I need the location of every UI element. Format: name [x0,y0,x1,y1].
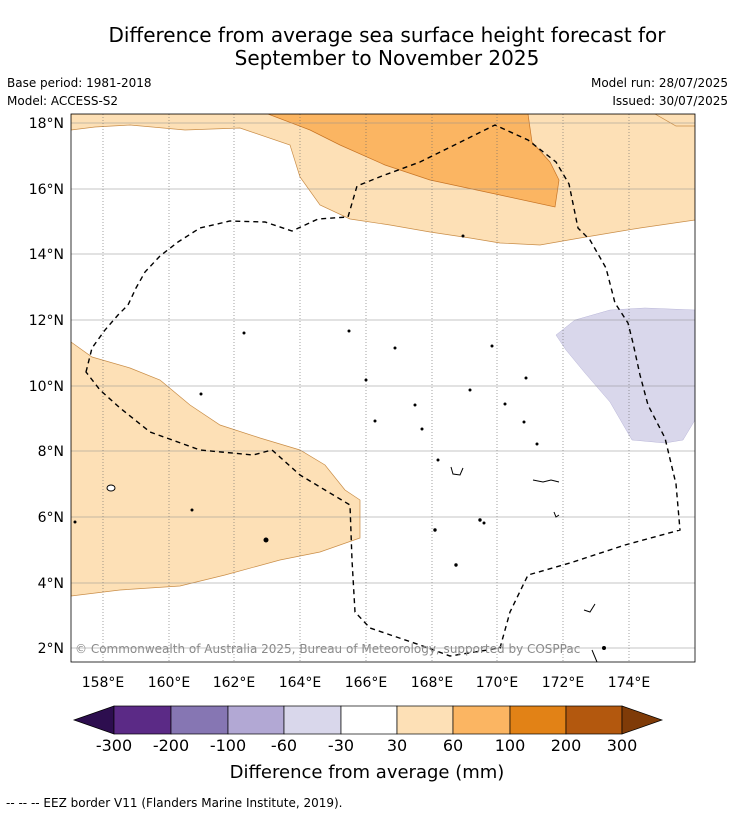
colorbar-tick: -200 [153,736,189,755]
colorbar-tick: 30 [387,736,407,755]
map-border [70,113,696,663]
colorbar-left-extension [72,705,115,735]
sea-height-positive-southwest [71,341,361,597]
page-title: Difference from average sea surface heig… [108,23,666,47]
page-subtitle: September to November 2025 [234,46,540,70]
colorbar-bin [340,705,398,735]
longitude-label: 170°E [476,675,519,691]
longitude-axis-labels: 158°E 160°E 162°E 164°E 166°E 168°E 170°… [82,675,651,691]
graticule [102,114,630,662]
colorbar-bin [170,705,229,735]
latitude-label: 4°N [38,576,64,592]
longitude-label: 162°E [213,675,256,691]
colorbar-tick: -60 [271,736,297,755]
model-run-text: Model run: 28/07/2025 [590,76,728,90]
islands [73,234,606,662]
latitude-label: 16°N [29,182,64,198]
colorbar-tick: -300 [96,736,132,755]
model-text: Model: ACCESS-S2 [7,94,119,108]
latitude-label: 8°N [38,444,64,460]
colorbar-tick: 200 [551,736,582,755]
colorbar-tick: 300 [607,736,638,755]
longitude-label: 166°E [345,675,388,691]
colorbar-bin [509,705,567,735]
sea-height-positive-north [71,114,695,246]
colorbar-bin [452,705,511,735]
colorbar-title: Difference from average (mm) [230,762,505,783]
latitude-label: 14°N [29,247,64,263]
colorbar-bin [396,705,454,735]
map-plot-area: © Commonwealth of Australia 2025, Bureau… [71,114,695,662]
longitude-label: 172°E [542,675,585,691]
longitude-label: 164°E [279,675,322,691]
colorbar-bin [113,705,172,735]
eez-border [85,124,681,657]
colorbar-bin [565,705,623,735]
sea-height-negative-east [555,307,695,444]
latitude-label: 18°N [29,116,64,132]
latitude-label: 6°N [38,510,64,526]
latitude-label: 12°N [29,313,64,329]
colorbar-right-extension [621,705,664,735]
longitude-label: 158°E [82,675,125,691]
latitude-label: 2°N [38,641,64,657]
colorbar [72,705,664,735]
longitude-label: 160°E [148,675,191,691]
colorbar-tick: 60 [443,736,463,755]
colorbar-bin [227,705,285,735]
latitude-lines [71,122,695,649]
latitude-axis-labels: 18°N 16°N 14°N 12°N 10°N 8°N 6°N 4°N 2°N [29,116,64,657]
colorbar-tick: -30 [328,736,354,755]
longitude-label: 174°E [608,675,651,691]
colorbar-tick-labels: -300 -200 -100 -60 -30 30 60 100 200 300 [96,736,637,755]
sea-height-moderate-north [267,114,560,208]
base-period-text: Base period: 1981-2018 [7,76,152,90]
longitude-label: 168°E [411,675,454,691]
latitude-label: 10°N [29,379,64,395]
colorbar-bin [283,705,342,735]
eez-border-legend-note: -- -- -- EEZ border V11 (Flanders Marine… [6,796,343,810]
copyright-text: © Commonwealth of Australia 2025, Bureau… [75,642,580,656]
colorbar-tick: -100 [210,736,246,755]
issued-text: Issued: 30/07/2025 [612,94,728,108]
colorbar-tick: 100 [495,736,526,755]
